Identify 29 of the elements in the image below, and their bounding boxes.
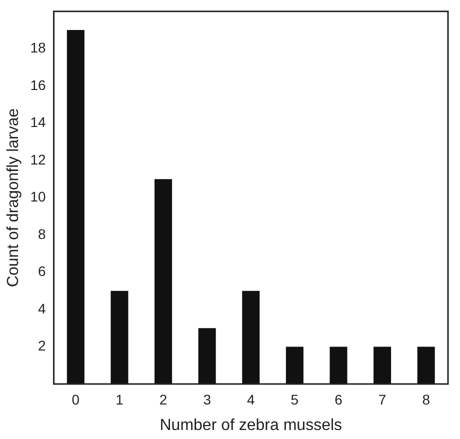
y-tick-label: 2 (38, 338, 46, 354)
x-tick-label: 4 (246, 391, 255, 408)
y-tick-label: 10 (30, 188, 46, 205)
y-tick-label: 12 (30, 151, 46, 168)
y-axis-title: Count of dragonfly larvae (5, 108, 22, 288)
x-tick-label: 6 (334, 391, 343, 408)
bar (417, 346, 435, 384)
bar (330, 346, 348, 384)
y-tick-label: 14 (30, 114, 46, 130)
bar (66, 30, 84, 384)
x-tick-label: 7 (378, 391, 386, 408)
bar (198, 328, 216, 384)
bar (110, 290, 128, 384)
bar (154, 179, 172, 384)
x-tick-label: 1 (116, 391, 124, 408)
bar (286, 346, 304, 384)
y-tick-label: 8 (38, 226, 46, 242)
y-tick-label: 18 (30, 40, 46, 56)
x-tick-label: 3 (203, 391, 212, 408)
y-tick-label: 16 (30, 76, 46, 93)
x-tick-label: 2 (159, 391, 168, 408)
y-tick-label: 4 (38, 300, 46, 316)
y-tick-label: 6 (38, 263, 46, 280)
x-tick-label: 8 (422, 391, 430, 408)
x-tick-label: 0 (72, 391, 80, 408)
bar (242, 290, 260, 384)
bar (374, 346, 392, 384)
x-axis-title: Number of zebra mussels (160, 416, 342, 434)
x-tick-label: 5 (290, 391, 299, 408)
